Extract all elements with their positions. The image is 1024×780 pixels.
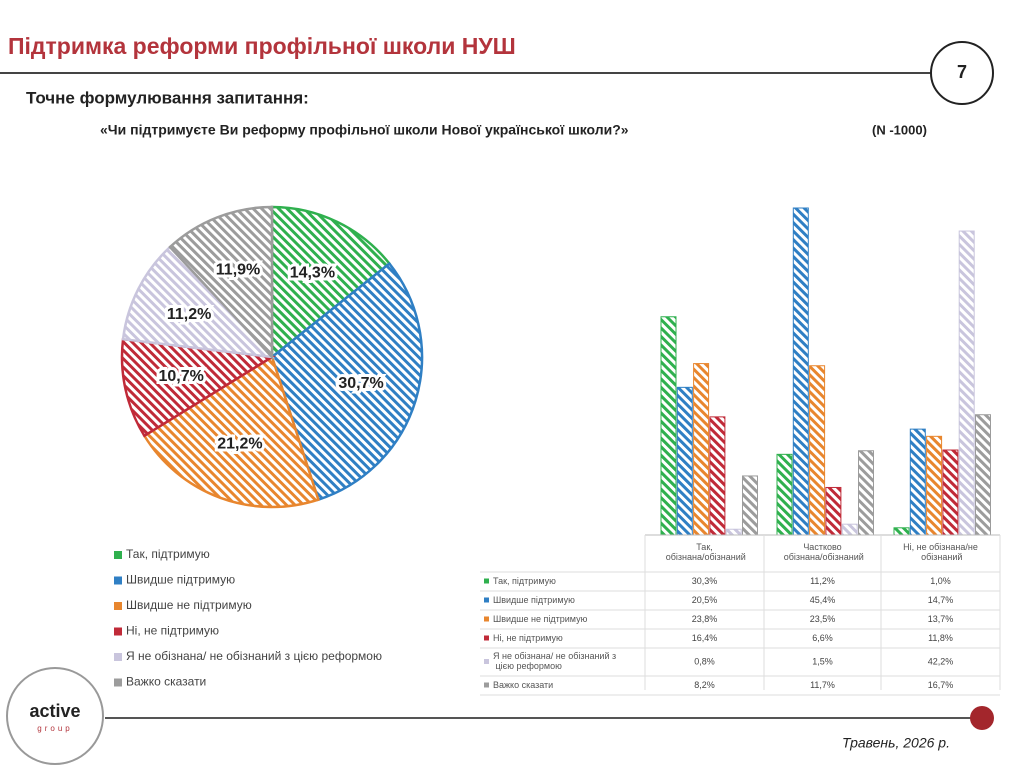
pie-slice — [142, 355, 320, 509]
pie-value-label: 30,7% — [338, 375, 383, 392]
legend-swatch — [114, 551, 122, 559]
charts: 14,3% 30,7% 21,2% 10,7% 11,2% 11,9% Так, підтр… — [114, 205, 1001, 696]
pie-slice — [270, 261, 424, 502]
table-cell: 23,8% — [692, 614, 718, 624]
table-cell: 13,7% — [928, 614, 954, 624]
table-cell: 11,2% — [810, 576, 835, 586]
table-row-label: Так, підтримую — [493, 576, 556, 586]
table-cell: 1,5% — [812, 656, 833, 666]
legend-label: Швидше не підтримую — [126, 598, 252, 612]
bar — [660, 316, 677, 536]
legend-label: Важко сказати — [126, 675, 206, 689]
bar — [942, 449, 959, 536]
table-cell: 45,4% — [810, 595, 836, 605]
logo-name: active — [29, 701, 80, 721]
table-swatch — [484, 597, 489, 603]
legend-swatch — [114, 653, 122, 661]
logo-sub: group — [37, 724, 72, 733]
pie-slice — [270, 205, 392, 360]
table-cell: 42,2% — [928, 656, 954, 666]
legend-label: Швидше підтримую — [126, 573, 235, 587]
bar — [841, 523, 858, 536]
bar — [858, 450, 874, 536]
pie-slice — [168, 205, 274, 361]
table-cell: 6,6% — [812, 633, 833, 643]
bar — [776, 453, 793, 536]
bar — [909, 428, 926, 536]
table-cell: 11,7% — [810, 680, 835, 690]
legend-swatch — [114, 602, 122, 610]
table-row-label: Ні, не підтримую — [493, 633, 563, 643]
table-row-label: Швидше не підтримую — [493, 614, 588, 624]
bar — [893, 527, 910, 536]
table-swatch — [484, 682, 489, 688]
table-cell: 8,2% — [694, 680, 715, 690]
bar — [725, 528, 742, 536]
footer-dot — [970, 706, 994, 730]
pie-value-label: 21,2% — [217, 436, 262, 453]
page-number: 7 — [957, 62, 967, 82]
table-row-label: Я не обізнана/ не обізнаний з цією рефор… — [493, 651, 616, 671]
bar — [792, 207, 809, 536]
bar — [676, 386, 693, 536]
table-cell: 1,0% — [930, 576, 951, 586]
table-cell: 16,7% — [928, 680, 954, 690]
table-cell: 20,5% — [692, 595, 718, 605]
sample-note: (N -1000) — [872, 122, 927, 137]
pie-value-label: 11,9% — [216, 262, 260, 279]
pie-slice — [121, 245, 276, 359]
legend-swatch — [114, 576, 122, 585]
table-cell: 30,3% — [692, 576, 718, 586]
legend-label: Я не обізнана/ не обізнаний з цією рефор… — [126, 649, 382, 663]
table-col-header: Частково обізнана/обізнаний — [781, 542, 864, 562]
bar — [958, 230, 975, 536]
bar — [693, 363, 710, 536]
pie-value-label: 14,3% — [290, 264, 335, 281]
table-swatch — [484, 578, 489, 584]
pie-slice — [120, 337, 276, 438]
legend-label: Так, підтримую — [126, 547, 210, 561]
table-row-label: Важко сказати — [493, 680, 553, 690]
question: «Чи підтримуєте Ви реформу профільної шк… — [100, 122, 629, 138]
table-cell: 14,7% — [928, 595, 954, 605]
bar — [809, 365, 826, 536]
subtitle: Точне формулювання запитання: — [26, 88, 309, 107]
table-col-header: Так, обізнана/обізнаний — [663, 542, 746, 562]
table-swatch — [484, 659, 489, 664]
bar — [825, 486, 842, 536]
bar — [742, 475, 758, 536]
legend-swatch — [114, 627, 122, 636]
page-badge — [930, 41, 994, 105]
pie-value-label: 11,2% — [167, 306, 211, 323]
pie-value-label: 10,7% — [158, 368, 203, 385]
logo-circle — [6, 667, 104, 765]
table-col-header: Ні, не обізнана/не обізнаний — [903, 542, 978, 562]
slide-title: Підтримка реформи профільної школи НУШ — [8, 33, 516, 59]
table-cell: 16,4% — [692, 633, 718, 643]
legend-label: Ні, не підтримую — [126, 624, 219, 638]
table-cell: 0,8% — [694, 656, 715, 666]
table-swatch — [484, 635, 489, 641]
table-cell: 23,5% — [810, 614, 836, 624]
bar — [926, 435, 943, 536]
table-cell: 11,8% — [928, 633, 953, 643]
date: Травень, 2026 р. — [842, 735, 950, 751]
legend-swatch — [114, 678, 122, 687]
table-row-label: Швидше підтримую — [493, 595, 575, 605]
table-swatch — [484, 616, 489, 622]
bar — [975, 414, 991, 536]
bar — [709, 416, 726, 536]
